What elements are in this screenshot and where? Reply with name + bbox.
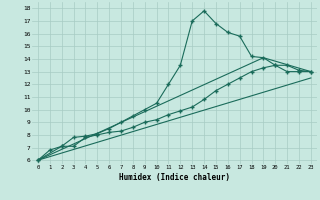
X-axis label: Humidex (Indice chaleur): Humidex (Indice chaleur) <box>119 173 230 182</box>
